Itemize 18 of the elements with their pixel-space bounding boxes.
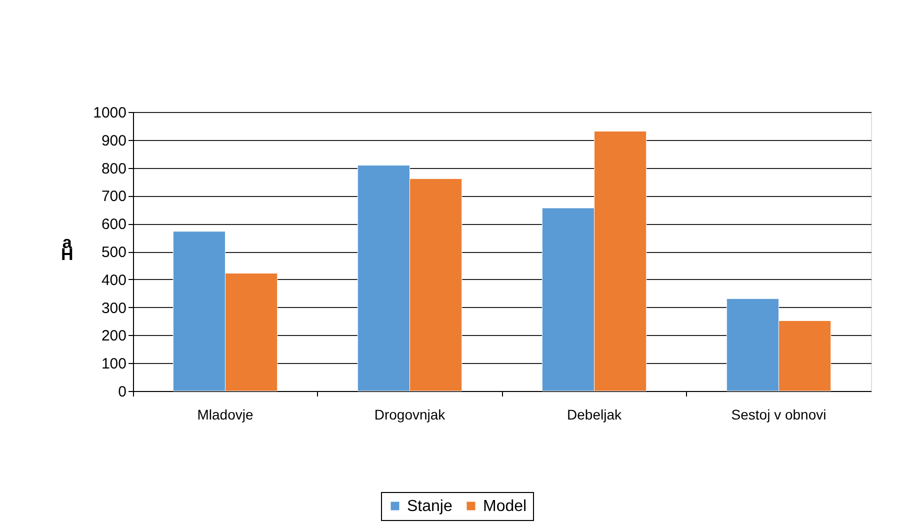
x-tick-label: Drogovnjak	[374, 406, 446, 422]
x-tick-label: Sestoj v obnovi	[731, 406, 826, 422]
y-axis-title: aH	[60, 233, 74, 264]
y-tick-label: 300	[101, 300, 126, 317]
legend-label: Model	[483, 498, 527, 515]
y-tick-label: 900	[101, 132, 126, 150]
x-tick-label: Debeljak	[567, 406, 622, 422]
legend-label: Stanje	[407, 498, 452, 515]
x-tick-label: Mladovje	[197, 406, 254, 422]
y-tick-label: 400	[101, 272, 126, 289]
y-tick-label: 100	[101, 356, 126, 373]
y-tick-label: 600	[101, 216, 126, 234]
y-tick-label: 200	[101, 328, 126, 345]
y-tick-label: 1000	[93, 104, 126, 122]
y-tick-label: 500	[101, 244, 126, 261]
y-tick-label: 800	[101, 160, 126, 178]
y-tick-label: 700	[101, 188, 126, 206]
y-tick-label: 0	[118, 384, 126, 400]
